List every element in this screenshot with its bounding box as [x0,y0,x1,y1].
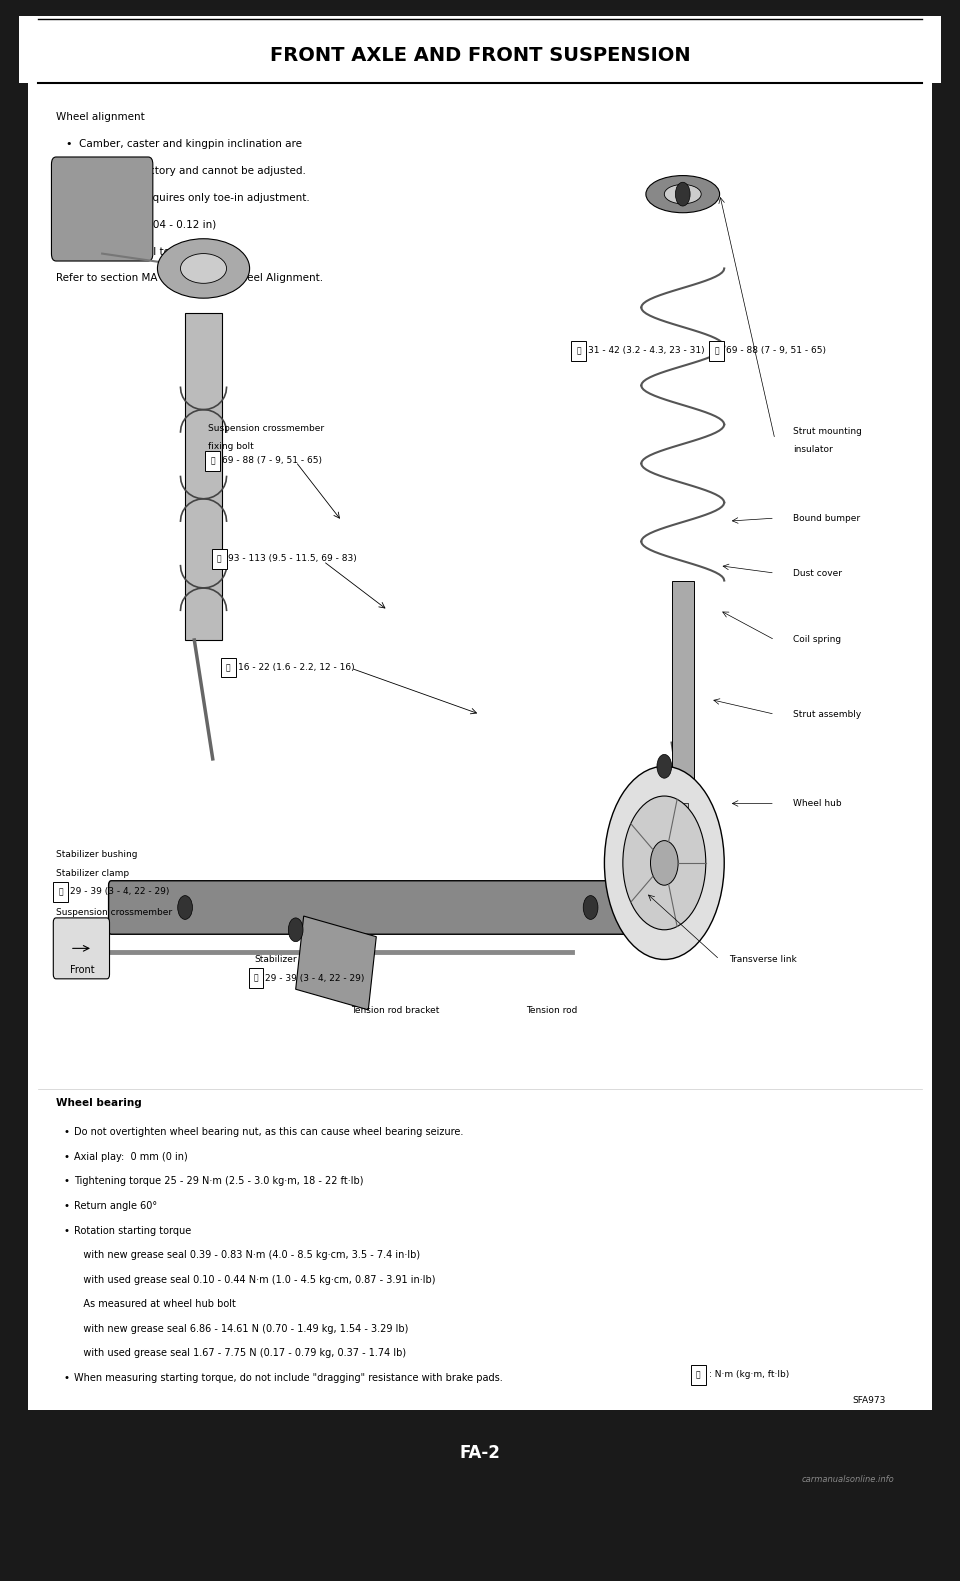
Text: preset at factory and cannot be adjusted.: preset at factory and cannot be adjusted… [79,166,306,175]
Text: Front: Front [70,964,94,975]
Text: •: • [63,1176,69,1186]
Text: 69 - 88 (7 - 9, 51 - 65): 69 - 88 (7 - 9, 51 - 65) [726,346,826,356]
Ellipse shape [157,239,250,299]
Text: Ⓝ: Ⓝ [227,662,230,672]
Text: 16 - 22 (1.6 - 2.2, 12 - 16): 16 - 22 (1.6 - 2.2, 12 - 16) [238,662,354,672]
Text: with new grease seal 0.39 - 0.83 N·m (4.0 - 8.5 kg·cm, 3.5 - 7.4 in·lb): with new grease seal 0.39 - 0.83 N·m (4.… [75,1251,420,1260]
Text: Stabilizer clamp: Stabilizer clamp [56,870,130,879]
Text: 69 - 88 (7 - 9, 51 - 65): 69 - 88 (7 - 9, 51 - 65) [222,457,322,465]
Text: Coil spring: Coil spring [793,636,842,645]
FancyBboxPatch shape [709,341,724,360]
Text: •: • [65,139,72,149]
Text: •: • [63,1225,69,1235]
Text: Ⓝ: Ⓝ [59,887,63,896]
Text: Ⓝ: Ⓝ [696,1371,701,1379]
Text: Ⓝ: Ⓝ [576,346,581,356]
FancyBboxPatch shape [54,882,68,901]
Text: with used grease seal 0.10 - 0.44 N·m (1.0 - 4.5 kg·cm, 0.87 - 3.91 in·lb): with used grease seal 0.10 - 0.44 N·m (1… [75,1274,436,1285]
Bar [19,16,941,82]
Text: Strut mounting: Strut mounting [793,427,862,436]
Text: •: • [63,1372,69,1383]
FancyBboxPatch shape [54,919,109,979]
Text: When measuring starting torque, do not include "dragging" resistance with brake : When measuring starting torque, do not i… [75,1372,503,1383]
Ellipse shape [180,253,227,283]
Text: Stabilizer: Stabilizer [254,955,297,964]
FancyBboxPatch shape [249,969,263,988]
Circle shape [623,795,706,930]
Text: Stabilizer bushing: Stabilizer bushing [56,851,137,858]
Text: Suspension crossmember: Suspension crossmember [56,907,172,917]
FancyBboxPatch shape [221,658,236,677]
FancyBboxPatch shape [212,549,227,569]
Text: Tightening torque 25 - 29 N·m (2.5 - 3.0 kg·m, 18 - 22 ft·lb): Tightening torque 25 - 29 N·m (2.5 - 3.0… [75,1176,364,1186]
Bar [185,313,222,640]
Text: •: • [63,1202,69,1211]
FancyBboxPatch shape [29,30,931,1488]
Text: FA-2: FA-2 [460,1443,500,1462]
Circle shape [178,895,192,920]
Text: SFA973: SFA973 [852,1396,885,1406]
Bar [677,803,688,893]
Text: •: • [63,1153,69,1162]
FancyBboxPatch shape [52,157,153,261]
Text: 29 - 39 (3 - 4, 22 - 29): 29 - 39 (3 - 4, 22 - 29) [265,974,365,982]
Bar [19,1410,941,1502]
FancyBboxPatch shape [205,451,220,471]
Text: : N·m (kg·m, ft·lb): : N·m (kg·m, ft·lb) [708,1371,789,1379]
Bar [672,580,694,803]
Text: Transverse link: Transverse link [729,955,797,964]
Text: 29 - 39 (3 - 4, 22 - 29): 29 - 39 (3 - 4, 22 - 29) [70,887,169,896]
Text: with used grease seal 1.67 - 7.75 N (0.17 - 0.79 kg, 0.37 - 1.74 lb): with used grease seal 1.67 - 7.75 N (0.1… [75,1349,407,1358]
FancyBboxPatch shape [108,881,685,934]
Text: Tension rod: Tension rod [526,1006,578,1015]
Text: Refer to section MA for Checking Wheel Alignment.: Refer to section MA for Checking Wheel A… [56,274,324,283]
Text: Wheel hub: Wheel hub [793,798,842,808]
Text: Axial play:  0 mm (0 in): Axial play: 0 mm (0 in) [75,1153,188,1162]
Text: Ⓝ: Ⓝ [217,555,222,563]
Text: •: • [63,1127,69,1137]
Text: Wheel bearing: Wheel bearing [56,1097,142,1108]
Circle shape [657,754,672,778]
Text: As measured at wheel hub bolt: As measured at wheel hub bolt [75,1300,236,1309]
Bar [56,164,913,1086]
Text: 6' - 17' (Total toe-in): 6' - 17' (Total toe-in) [79,247,194,256]
Text: The vehicle requires only toe-in adjustment.: The vehicle requires only toe-in adjustm… [79,193,310,202]
Bar [296,915,376,1010]
Text: •: • [65,193,72,202]
Text: Tension rod bracket: Tension rod bracket [351,1006,440,1015]
Text: Do not overtighten wheel bearing nut, as this can cause wheel bearing seizure.: Do not overtighten wheel bearing nut, as… [75,1127,464,1137]
Text: Camber, caster and kingpin inclination are: Camber, caster and kingpin inclination a… [79,139,302,149]
Circle shape [651,841,678,885]
Text: Dust cover: Dust cover [793,569,842,577]
FancyBboxPatch shape [691,1366,706,1385]
Text: FRONT AXLE AND FRONT SUSPENSION: FRONT AXLE AND FRONT SUSPENSION [270,46,690,65]
Text: Return angle 60°: Return angle 60° [75,1202,157,1211]
Text: Ⓝ: Ⓝ [714,346,719,356]
Text: insulator: insulator [793,446,833,454]
FancyBboxPatch shape [571,341,586,360]
Circle shape [584,895,598,920]
Ellipse shape [646,175,720,213]
Text: Suspension crossmember: Suspension crossmember [208,424,324,433]
Circle shape [605,767,724,960]
Text: 31 - 42 (3.2 - 4.3, 23 - 31): 31 - 42 (3.2 - 4.3, 23 - 31) [588,346,705,356]
Circle shape [288,919,303,942]
Text: 93 - 113 (9.5 - 11.5, 69 - 83): 93 - 113 (9.5 - 11.5, 69 - 83) [228,555,357,563]
Text: Ⓝ: Ⓝ [253,974,258,982]
Text: Strut assembly: Strut assembly [793,710,861,719]
Ellipse shape [664,185,701,204]
Circle shape [676,182,690,206]
Text: Bound bumper: Bound bumper [793,514,860,523]
Text: with new grease seal 6.86 - 14.61 N (0.70 - 1.49 kg, 1.54 - 3.29 lb): with new grease seal 6.86 - 14.61 N (0.7… [75,1323,409,1334]
Text: Ⓝ: Ⓝ [210,457,215,465]
Text: 1 - 3 mm (0.04 - 0.12 in): 1 - 3 mm (0.04 - 0.12 in) [79,220,216,229]
Text: fixing bolt: fixing bolt [208,443,253,451]
Text: carmanualsonline.info: carmanualsonline.info [802,1475,895,1485]
Text: Wheel alignment: Wheel alignment [56,112,145,122]
Text: Rotation starting torque: Rotation starting torque [75,1225,192,1235]
